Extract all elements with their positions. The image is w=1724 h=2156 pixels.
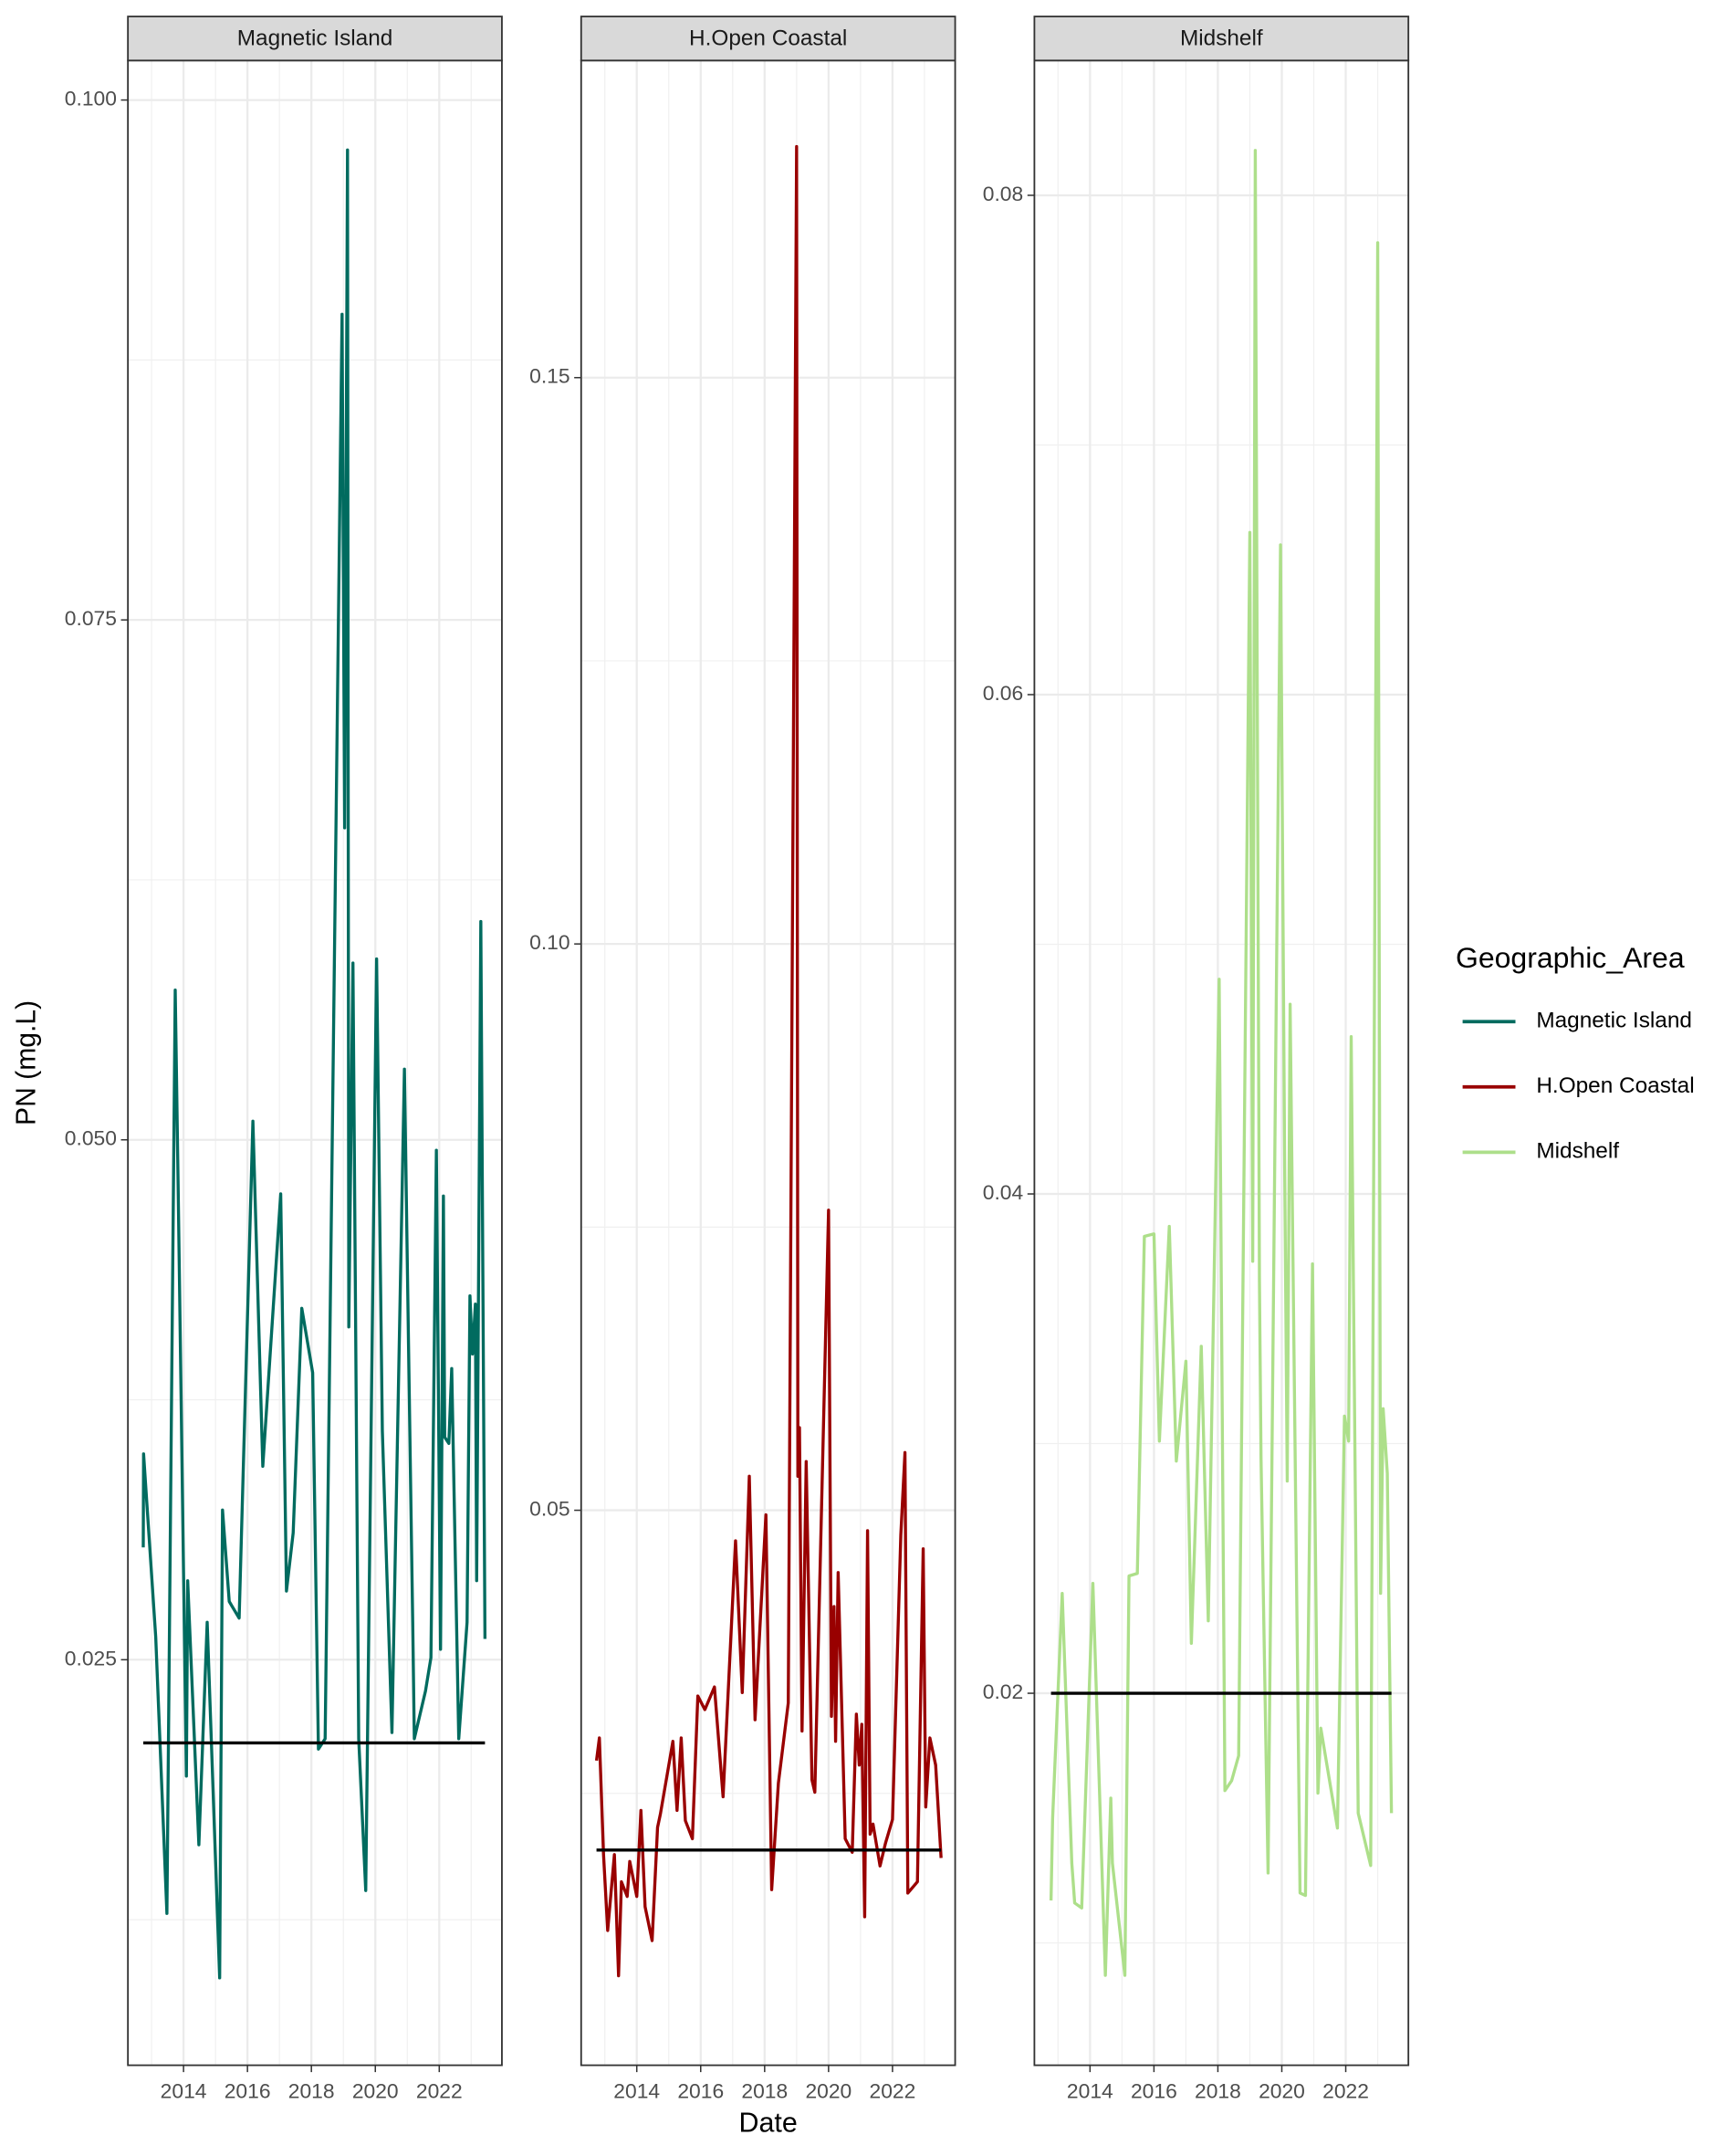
legend-label: Midshelf xyxy=(1536,1139,1619,1164)
x-tick-label: 2020 xyxy=(1259,2079,1305,2103)
strip xyxy=(1033,16,1410,62)
strip xyxy=(580,16,956,62)
legend-label: H.Open Coastal xyxy=(1536,1073,1694,1098)
x-tick-label: 2022 xyxy=(416,2079,463,2103)
x-tick-label: 2016 xyxy=(1131,2079,1177,2103)
x-tick-label: 2014 xyxy=(161,2079,207,2103)
x-tick-label: 2016 xyxy=(225,2079,271,2103)
x-tick-label: 2020 xyxy=(352,2079,399,2103)
y-tick-label: 0.050 xyxy=(65,1126,117,1150)
x-tick-label: 2014 xyxy=(1067,2079,1113,2103)
y-tick-label: 0.05 xyxy=(529,1497,569,1521)
strip-label: Magnetic Island xyxy=(237,26,393,50)
y-tick-label: 0.02 xyxy=(983,1680,1023,1703)
x-tick-label: 2020 xyxy=(805,2079,852,2103)
data-line xyxy=(141,148,487,1980)
strip-label: Midshelf xyxy=(1180,26,1263,50)
y-tick-label: 0.08 xyxy=(983,182,1023,205)
y-tick-label: 0.100 xyxy=(65,87,117,110)
data-line xyxy=(594,144,943,1978)
x-tick-label: 2014 xyxy=(613,2079,660,2103)
x-tick-label: 2022 xyxy=(1322,2079,1369,2103)
y-tick-label: 0.15 xyxy=(529,364,569,388)
x-tick-label: 2018 xyxy=(288,2079,335,2103)
x-tick-label: 2016 xyxy=(677,2079,724,2103)
y-tick-label: 0.04 xyxy=(983,1180,1023,1204)
strip-label: H.Open Coastal xyxy=(689,26,847,50)
y-tick-label: 0.06 xyxy=(983,681,1023,705)
y-tick-label: 0.025 xyxy=(65,1646,117,1669)
y-tick-label: 0.075 xyxy=(65,606,117,630)
legend-title: Geographic_Area xyxy=(1456,941,1685,974)
y-tick-label: 0.10 xyxy=(529,930,569,954)
x-tick-label: 2018 xyxy=(1195,2079,1241,2103)
x-axis-title: Date xyxy=(739,2108,798,2138)
x-tick-label: 2018 xyxy=(741,2079,788,2103)
data-line xyxy=(1049,149,1394,1977)
x-tick-label: 2022 xyxy=(870,2079,916,2103)
strip xyxy=(127,16,503,62)
y-axis-title: PN (mg.L) xyxy=(11,1000,41,1125)
legend-label: Magnetic Island xyxy=(1536,1009,1692,1033)
